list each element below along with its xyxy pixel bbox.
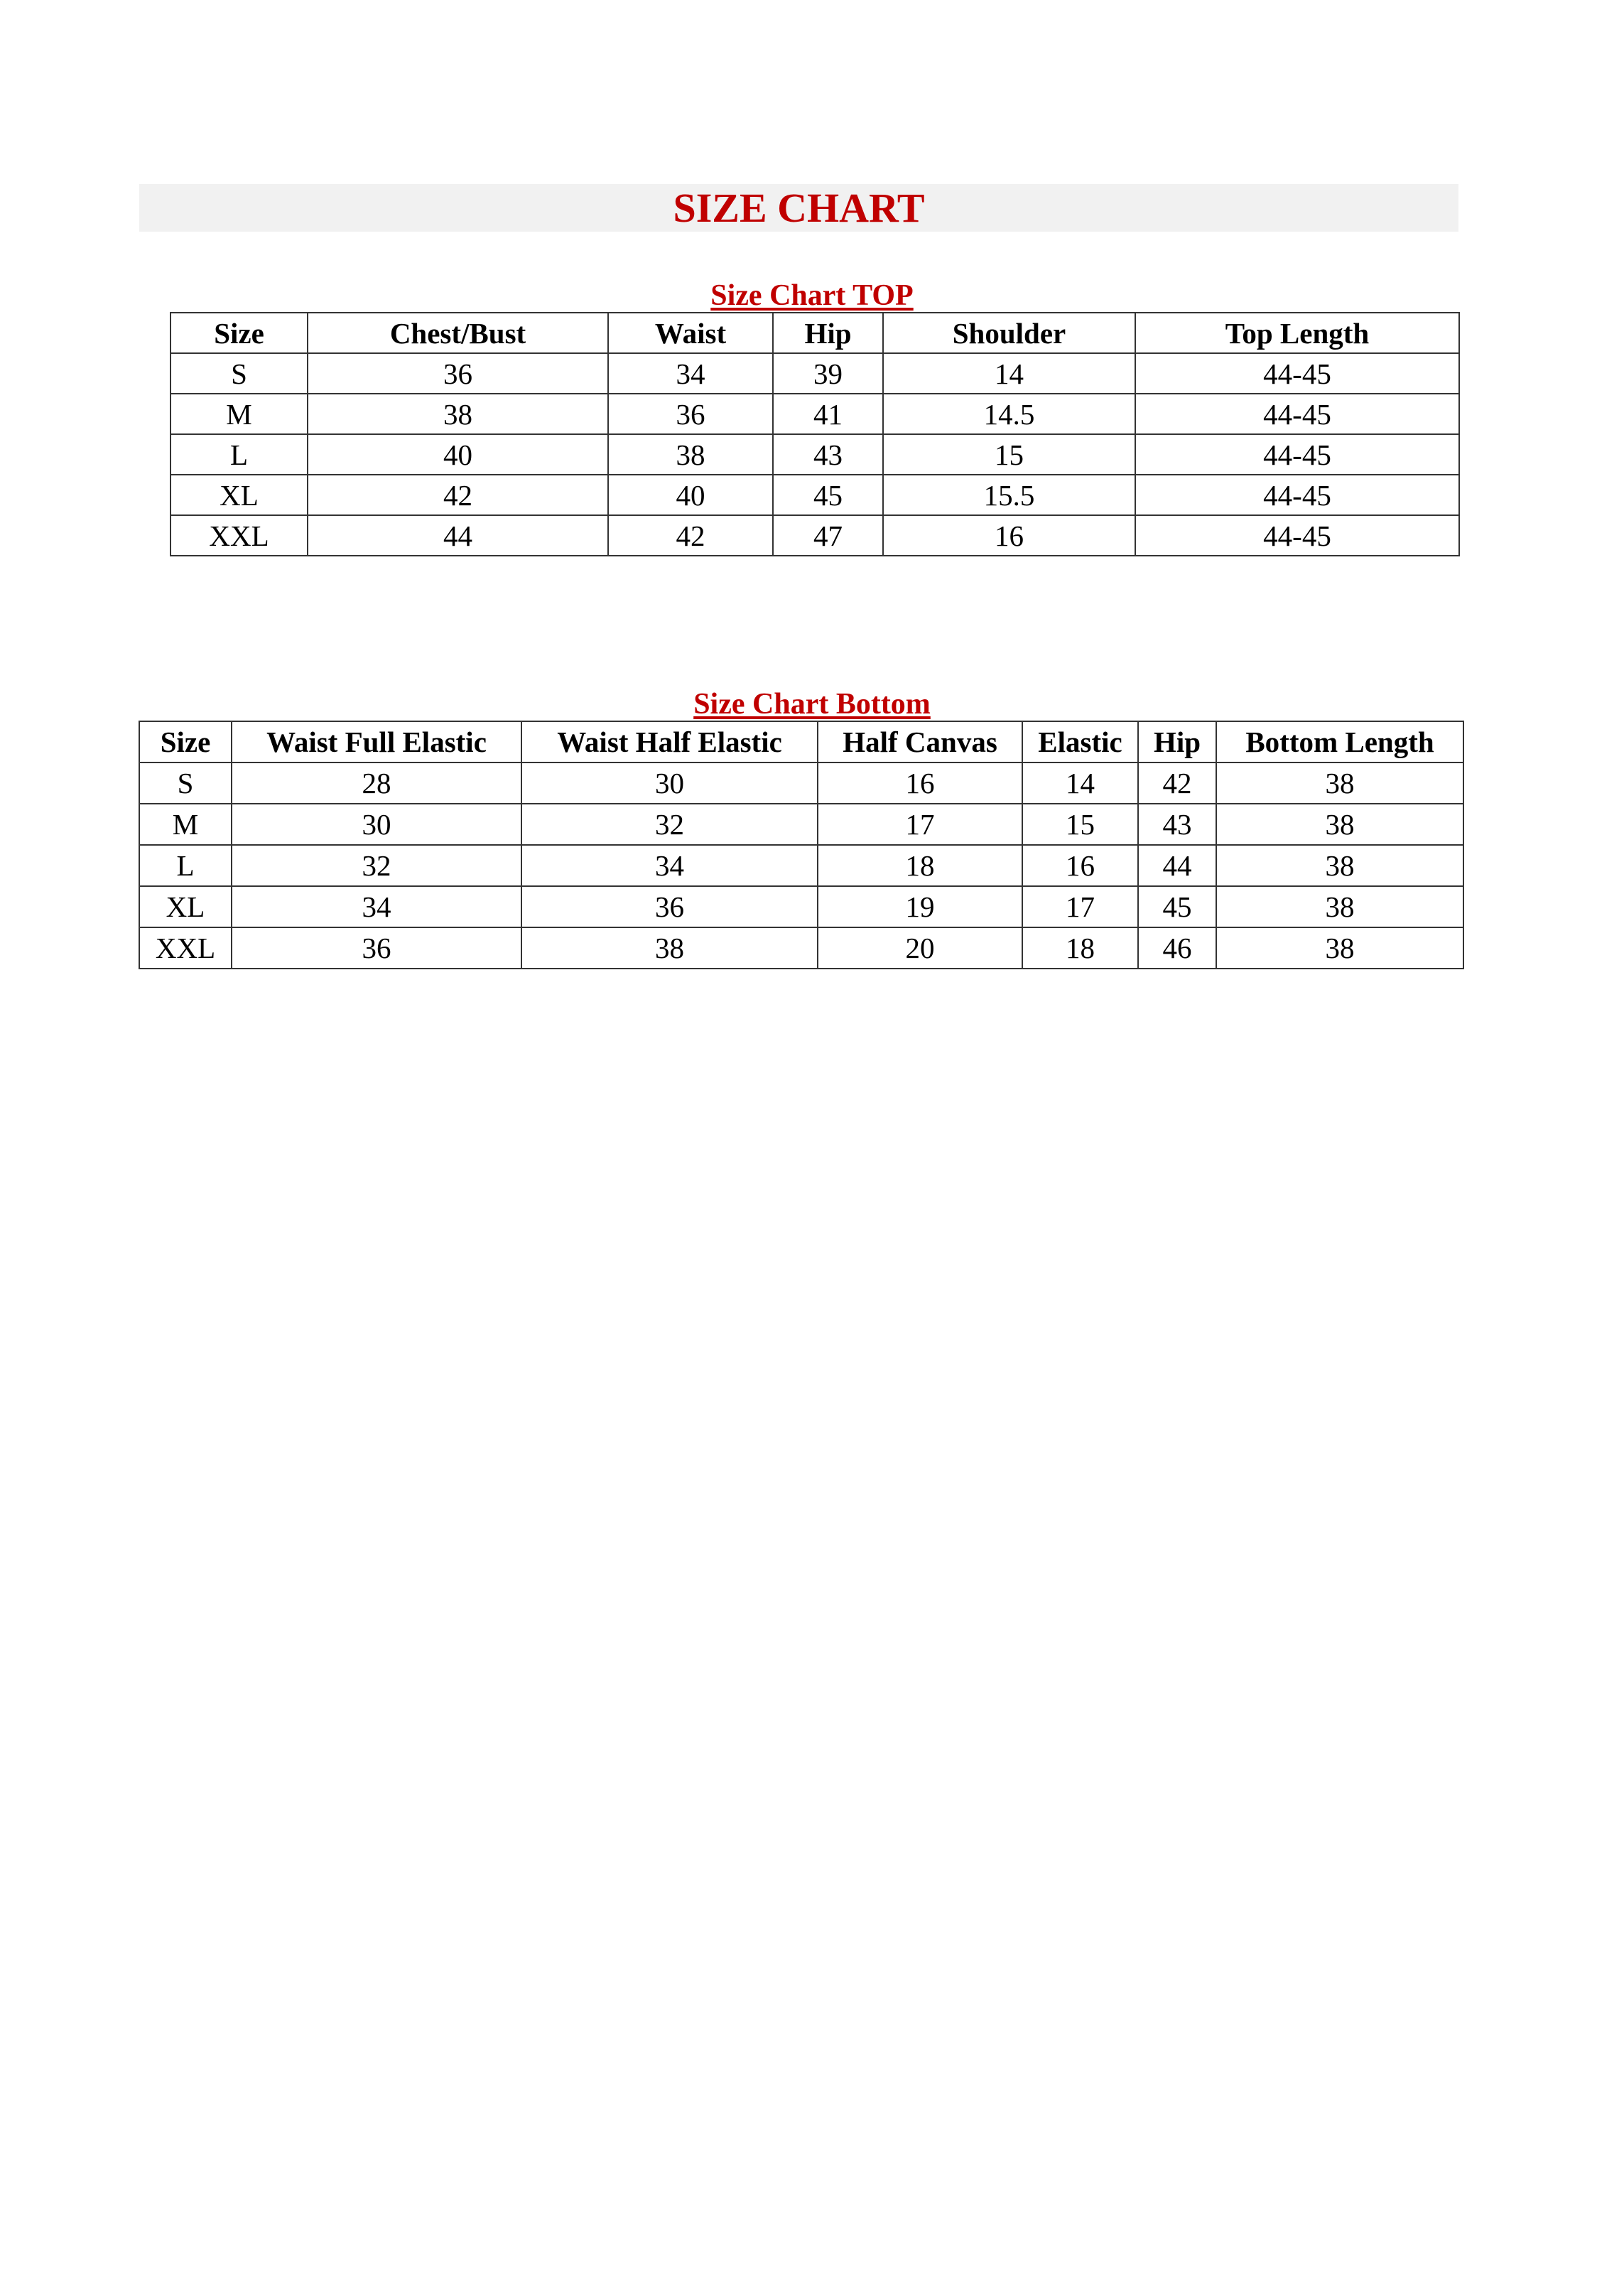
measurement-cell: 34 <box>231 885 522 928</box>
measurement-cell: 44-45 <box>1135 514 1460 556</box>
measurement-cell: 36 <box>521 885 818 928</box>
measurement-cell: 40 <box>607 474 774 516</box>
measurement-cell: 16 <box>882 514 1136 556</box>
measurement-cell: 17 <box>817 803 1023 846</box>
measurement-cell: 44-45 <box>1135 474 1460 516</box>
measurement-cell: 16 <box>1022 844 1139 887</box>
measurement-cell: 16 <box>817 762 1023 804</box>
size-cell: S <box>139 762 232 804</box>
table-row: M 30 32 17 15 43 38 <box>139 803 1464 846</box>
table-header-row: Size Chest/Bust Waist Hip Shoulder Top Length <box>170 312 1460 354</box>
column-header: Hip <box>1137 721 1217 763</box>
measurement-cell: 40 <box>307 433 609 475</box>
measurement-cell: 30 <box>231 803 522 846</box>
measurement-cell: 36 <box>607 393 774 435</box>
table-row: M 38 36 41 14.5 44-45 <box>170 393 1460 435</box>
size-cell: L <box>170 433 308 475</box>
measurement-cell: 28 <box>231 762 522 804</box>
measurement-cell: 36 <box>231 927 522 969</box>
measurement-cell: 30 <box>521 762 818 804</box>
measurement-cell: 17 <box>1022 885 1139 928</box>
size-cell: XL <box>139 885 232 928</box>
column-header: Hip <box>772 312 884 354</box>
measurement-cell: 20 <box>817 927 1023 969</box>
measurement-cell: 39 <box>772 352 884 394</box>
size-cell: XL <box>170 474 308 516</box>
column-header: Top Length <box>1135 312 1460 354</box>
measurement-cell: 19 <box>817 885 1023 928</box>
measurement-cell: 44-45 <box>1135 352 1460 394</box>
table-row: L 32 34 18 16 44 38 <box>139 844 1464 887</box>
top-size-table: Size Chest/Bust Waist Hip Shoulder Top Length… <box>170 312 1460 556</box>
measurement-cell: 44-45 <box>1135 393 1460 435</box>
measurement-cell: 34 <box>521 844 818 887</box>
measurement-cell: 14.5 <box>882 393 1136 435</box>
measurement-cell: 38 <box>1216 885 1464 928</box>
measurement-cell: 43 <box>1137 803 1217 846</box>
title-banner: SIZE CHART <box>139 184 1458 232</box>
measurement-cell: 32 <box>521 803 818 846</box>
measurement-cell: 44 <box>1137 844 1217 887</box>
measurement-cell: 44 <box>307 514 609 556</box>
table-row: XL 34 36 19 17 45 38 <box>139 885 1464 928</box>
measurement-cell: 14 <box>1022 762 1139 804</box>
measurement-cell: 42 <box>1137 762 1217 804</box>
size-cell: M <box>139 803 232 846</box>
measurement-cell: 42 <box>607 514 774 556</box>
measurement-cell: 15 <box>882 433 1136 475</box>
page-title: SIZE CHART <box>673 185 925 231</box>
column-header: Size <box>170 312 308 354</box>
table-row: L 40 38 43 15 44-45 <box>170 433 1460 475</box>
table-row: XXL 36 38 20 18 46 38 <box>139 927 1464 969</box>
measurement-cell: 18 <box>817 844 1023 887</box>
measurement-cell: 45 <box>772 474 884 516</box>
measurement-cell: 15.5 <box>882 474 1136 516</box>
measurement-cell: 14 <box>882 352 1136 394</box>
column-header: Shoulder <box>882 312 1136 354</box>
column-header: Waist Half Elastic <box>521 721 818 763</box>
measurement-cell: 41 <box>772 393 884 435</box>
size-cell: S <box>170 352 308 394</box>
column-header: Bottom Length <box>1216 721 1464 763</box>
bottom-chart-title: Size Chart Bottom <box>693 688 931 721</box>
measurement-cell: 47 <box>772 514 884 556</box>
measurement-cell: 38 <box>521 927 818 969</box>
bottom-size-table: Size Waist Full Elastic Waist Half Elastic… <box>139 721 1464 969</box>
measurement-cell: 32 <box>231 844 522 887</box>
measurement-cell: 46 <box>1137 927 1217 969</box>
column-header: Half Canvas <box>817 721 1023 763</box>
measurement-cell: 42 <box>307 474 609 516</box>
column-header: Waist <box>607 312 774 354</box>
measurement-cell: 38 <box>1216 844 1464 887</box>
column-header: Waist Full Elastic <box>231 721 522 763</box>
size-cell: L <box>139 844 232 887</box>
measurement-cell: 34 <box>607 352 774 394</box>
measurement-cell: 38 <box>1216 927 1464 969</box>
top-chart-title: Size Chart TOP <box>710 279 914 312</box>
measurement-cell: 36 <box>307 352 609 394</box>
measurement-cell: 38 <box>1216 803 1464 846</box>
measurement-cell: 38 <box>607 433 774 475</box>
size-cell: XXL <box>170 514 308 556</box>
measurement-cell: 43 <box>772 433 884 475</box>
measurement-cell: 18 <box>1022 927 1139 969</box>
table-row: S 28 30 16 14 42 38 <box>139 762 1464 804</box>
column-header: Chest/Bust <box>307 312 609 354</box>
measurement-cell: 15 <box>1022 803 1139 846</box>
measurement-cell: 38 <box>1216 762 1464 804</box>
table-row: XXL 44 42 47 16 44-45 <box>170 514 1460 556</box>
size-cell: XXL <box>139 927 232 969</box>
table-header-row: Size Waist Full Elastic Waist Half Elastic… <box>139 721 1464 763</box>
table-row: XL 42 40 45 15.5 44-45 <box>170 474 1460 516</box>
column-header: Size <box>139 721 232 763</box>
size-cell: M <box>170 393 308 435</box>
measurement-cell: 45 <box>1137 885 1217 928</box>
bottom-chart-heading: Size Chart Bottom <box>0 686 1624 722</box>
measurement-cell: 44-45 <box>1135 433 1460 475</box>
measurement-cell: 38 <box>307 393 609 435</box>
table-row: S 36 34 39 14 44-45 <box>170 352 1460 394</box>
top-chart-heading: Size Chart TOP <box>0 278 1624 313</box>
column-header: Elastic <box>1022 721 1139 763</box>
